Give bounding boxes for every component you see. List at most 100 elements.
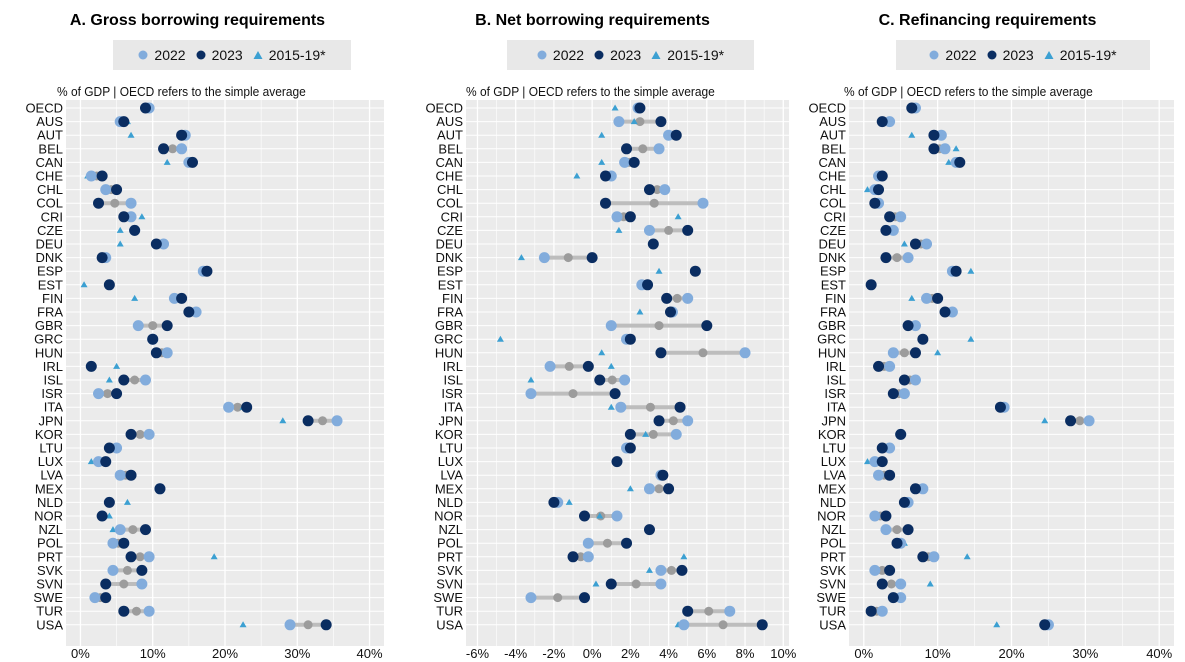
midpoint-marker [654, 484, 664, 494]
y-tick-label: CHL [37, 182, 63, 197]
y-tick-label: SVK [437, 563, 463, 578]
x-tick-label: -4% [504, 646, 528, 661]
midpoint-marker [638, 144, 648, 154]
y-tick-label: EST [821, 277, 846, 292]
point-2023 [887, 388, 899, 400]
point-2023 [873, 360, 885, 372]
y-tick-label: SWE [433, 590, 463, 605]
midpoint-marker [131, 606, 141, 616]
legend-item-2022: 2022 [929, 47, 977, 63]
legend-label-2023: 2023 [610, 47, 642, 63]
y-tick-label: OECD [25, 101, 63, 116]
point-2023 [954, 156, 966, 168]
point-2022 [107, 537, 119, 549]
midpoint-marker [652, 185, 662, 195]
y-tick-label: CHE [436, 169, 464, 184]
y-tick-label: HUN [35, 345, 63, 360]
point-2022 [921, 292, 933, 304]
point-2015-19 [934, 349, 942, 356]
point-2022 [697, 197, 709, 209]
point-2015-19 [116, 226, 124, 233]
point-2015-19 [908, 294, 916, 301]
point-2022 [582, 537, 594, 549]
point-2023 [891, 537, 903, 549]
point-2023 [647, 238, 659, 250]
y-tick-label: SVN [436, 577, 463, 592]
y-tick-label: NZL [38, 522, 63, 537]
point-2023 [876, 442, 888, 454]
midpoint-marker [664, 225, 674, 235]
point-2015-19 [645, 566, 653, 573]
y-tick-label: MEX [35, 481, 64, 496]
midpoint-marker [119, 579, 129, 589]
midpoint-marker [130, 375, 140, 385]
y-tick-label: CHE [819, 169, 847, 184]
point-2022 [140, 374, 151, 386]
point-2023 [1065, 415, 1077, 427]
y-tick-label: TUR [436, 604, 463, 619]
point-2023 [600, 197, 612, 209]
y-tick-label: POL [37, 536, 63, 551]
y-tick-label: ISR [41, 386, 63, 401]
point-2015-19 [607, 362, 615, 369]
point-2022 [611, 211, 623, 223]
y-tick-label: LTU [822, 441, 846, 456]
point-2015-19 [607, 403, 615, 410]
x-tick-label: 10% [925, 646, 951, 661]
point-2023 [118, 116, 130, 128]
midpoint-marker [672, 293, 682, 303]
midpoint-marker [892, 253, 902, 263]
y-tick-label: EST [438, 277, 463, 292]
point-2022 [136, 578, 148, 590]
point-2022 [93, 388, 105, 400]
legend-label-2015-19: 2015-19* [667, 47, 725, 63]
point-2022 [143, 605, 155, 617]
midpoint-marker [135, 552, 145, 562]
y-tick-label: ITA [44, 400, 64, 415]
point-2022 [619, 374, 631, 386]
midpoint-marker [645, 402, 655, 412]
y-tick-label: MEX [435, 481, 464, 496]
point-2023 [578, 510, 590, 522]
point-2015-19 [123, 498, 131, 505]
point-2023 [567, 551, 579, 563]
y-tick-label: AUT [820, 128, 846, 143]
y-tick-label: BEL [821, 141, 846, 156]
point-2022 [125, 197, 137, 209]
y-tick-label: NOR [434, 509, 463, 524]
point-2015-19 [598, 349, 606, 356]
y-tick-label: AUT [437, 128, 463, 143]
legend-dot-2022 [138, 50, 148, 60]
point-2023 [158, 143, 170, 155]
legend-dot-2023 [594, 50, 604, 60]
y-tick-label: ISR [441, 386, 463, 401]
point-2023 [302, 415, 314, 427]
point-2023 [909, 483, 921, 495]
point-2022 [653, 143, 665, 155]
legend-item-2015-19: 2015-19* [253, 47, 326, 63]
legend-label-2023: 2023 [1002, 47, 1034, 63]
y-tick-label: BEL [38, 141, 63, 156]
y-tick-label: ITA [444, 400, 464, 415]
y-tick-label: ESP [437, 264, 463, 279]
legend-label-2022: 2022 [945, 47, 977, 63]
y-tick-label: FIN [442, 291, 463, 306]
y-tick-label: NZL [438, 522, 463, 537]
point-2023 [663, 483, 675, 495]
y-tick-label: BEL [438, 141, 463, 156]
point-2015-19 [239, 621, 247, 628]
y-tick-label: USA [436, 617, 463, 632]
point-2023 [661, 292, 673, 304]
y-tick-label: JPN [438, 413, 463, 428]
point-2023 [869, 197, 881, 209]
y-tick-label: LVA [40, 468, 63, 483]
point-2023 [887, 592, 899, 604]
midpoint-marker [704, 606, 714, 616]
point-2022 [663, 129, 675, 141]
point-2023 [909, 347, 921, 359]
midpoint-marker [631, 579, 641, 589]
y-tick-label: ISL [443, 373, 463, 388]
point-2023 [96, 510, 108, 522]
y-tick-label: CRI [41, 209, 63, 224]
point-2023 [665, 306, 677, 318]
